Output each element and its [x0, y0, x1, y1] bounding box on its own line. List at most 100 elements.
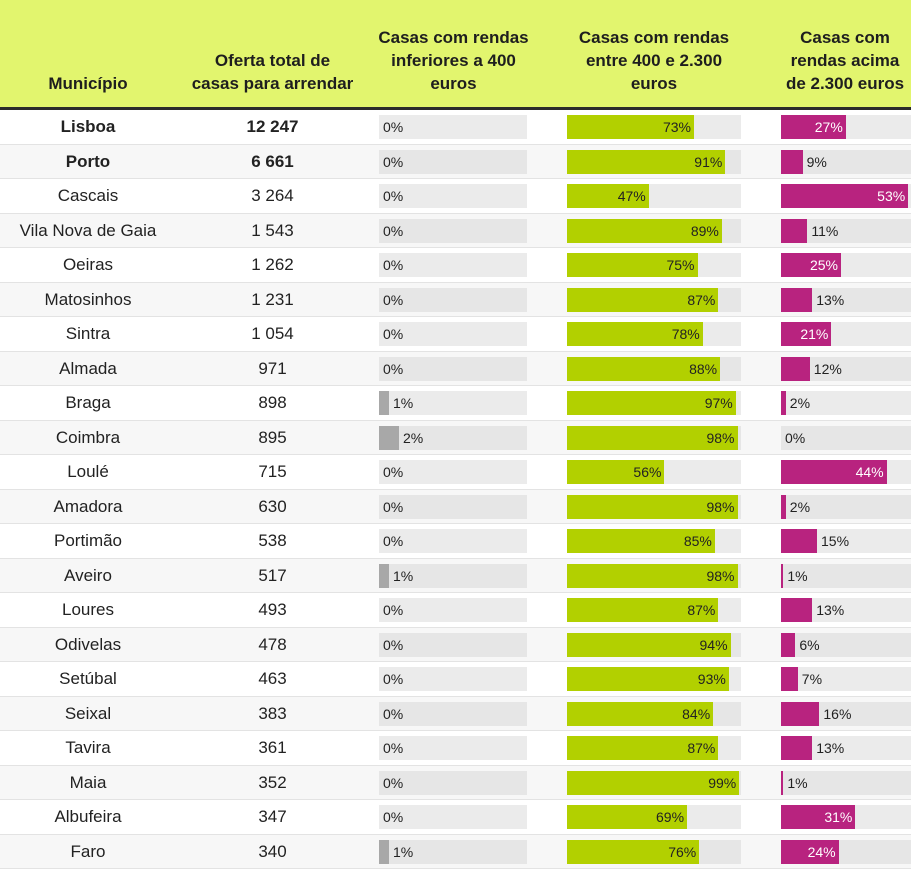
bar-label-low: 1%: [393, 391, 413, 415]
bar-label-mid: 73%: [567, 115, 691, 139]
bar-label-low: 0%: [383, 702, 403, 726]
bar-label-high: 11%: [811, 219, 838, 243]
oferta-cell: 352: [190, 766, 355, 800]
bar-track-mid: 99%: [567, 771, 741, 795]
bar-track-low: 0%: [379, 633, 527, 657]
bar-high: [781, 357, 810, 381]
bar-label-high: 2%: [790, 495, 810, 519]
bar-label-high: 25%: [781, 253, 838, 277]
header-oferta[interactable]: Oferta total de casas para arrendar: [190, 49, 355, 95]
municipio-cell: Coimbra: [0, 421, 176, 455]
municipio-cell: Maia: [0, 766, 176, 800]
bar-track-mid: 47%: [567, 184, 741, 208]
bar-high: [781, 495, 786, 519]
bar-track-mid: 87%: [567, 736, 741, 760]
bar-track-mid: 94%: [567, 633, 741, 657]
bar-label-low: 0%: [383, 633, 403, 657]
bar-high: [781, 564, 783, 588]
municipio-cell: Loulé: [0, 455, 176, 489]
bar-track-high: 16%: [781, 702, 911, 726]
bar-label-low: 0%: [383, 667, 403, 691]
bar-label-low: 0%: [383, 736, 403, 760]
oferta-cell: 898: [190, 386, 355, 420]
bar-label-high: 13%: [816, 736, 844, 760]
bar-label-mid: 75%: [567, 253, 695, 277]
municipio-cell: Oeiras: [0, 248, 176, 282]
municipio-cell: Lisboa: [0, 110, 176, 144]
bar-track-high: 13%: [781, 288, 911, 312]
bar-track-low: 0%: [379, 184, 527, 208]
bar-track-mid: 98%: [567, 495, 741, 519]
bar-track-mid: 73%: [567, 115, 741, 139]
bar-track-low: 0%: [379, 736, 527, 760]
municipio-cell: Sintra: [0, 317, 176, 351]
municipio-cell: Aveiro: [0, 559, 176, 593]
header-mid-rent[interactable]: Casas com rendas entre 400 e 2.300 euros: [565, 26, 743, 95]
bar-track-low: 0%: [379, 219, 527, 243]
bar-track-mid: 69%: [567, 805, 741, 829]
bar-track-high: 53%: [781, 184, 911, 208]
bar-track-high: 24%: [781, 840, 911, 864]
bar-label-low: 0%: [383, 253, 403, 277]
bar-label-mid: 99%: [567, 771, 736, 795]
bar-label-mid: 91%: [567, 150, 722, 174]
municipio-cell: Almada: [0, 352, 176, 386]
bar-label-high: 15%: [821, 529, 849, 553]
header-low-rent[interactable]: Casas com rendas inferiores a 400 euros: [375, 26, 532, 95]
bar-label-high: 44%: [781, 460, 884, 484]
header-high-rent[interactable]: Casas com rendas acima de 2.300 euros: [780, 26, 910, 95]
bar-label-high: 0%: [785, 426, 805, 450]
header-municipio[interactable]: Município: [0, 72, 176, 95]
bar-track-high: 12%: [781, 357, 911, 381]
bar-track-low: 2%: [379, 426, 527, 450]
bar-track-low: 0%: [379, 288, 527, 312]
bar-track-low: 0%: [379, 805, 527, 829]
municipio-cell: Albufeira: [0, 800, 176, 834]
bar-low: [379, 840, 389, 864]
bar-low: [379, 426, 399, 450]
bar-track-mid: 84%: [567, 702, 741, 726]
bar-label-low: 0%: [383, 288, 403, 312]
bar-track-mid: 93%: [567, 667, 741, 691]
bar-track-high: 11%: [781, 219, 911, 243]
municipio-cell: Amadora: [0, 490, 176, 524]
oferta-cell: 1 543: [190, 214, 355, 248]
bar-label-low: 0%: [383, 184, 403, 208]
bar-track-mid: 87%: [567, 288, 741, 312]
bar-track-high: 7%: [781, 667, 911, 691]
bar-label-mid: 93%: [567, 667, 726, 691]
bar-label-low: 0%: [383, 219, 403, 243]
bar-track-mid: 78%: [567, 322, 741, 346]
oferta-cell: 493: [190, 593, 355, 627]
bar-track-low: 1%: [379, 564, 527, 588]
bar-track-mid: 88%: [567, 357, 741, 381]
bar-high: [781, 633, 795, 657]
bar-high: [781, 702, 819, 726]
bar-label-low: 0%: [383, 495, 403, 519]
municipio-cell: Seixal: [0, 697, 176, 731]
bar-label-low: 0%: [383, 805, 403, 829]
